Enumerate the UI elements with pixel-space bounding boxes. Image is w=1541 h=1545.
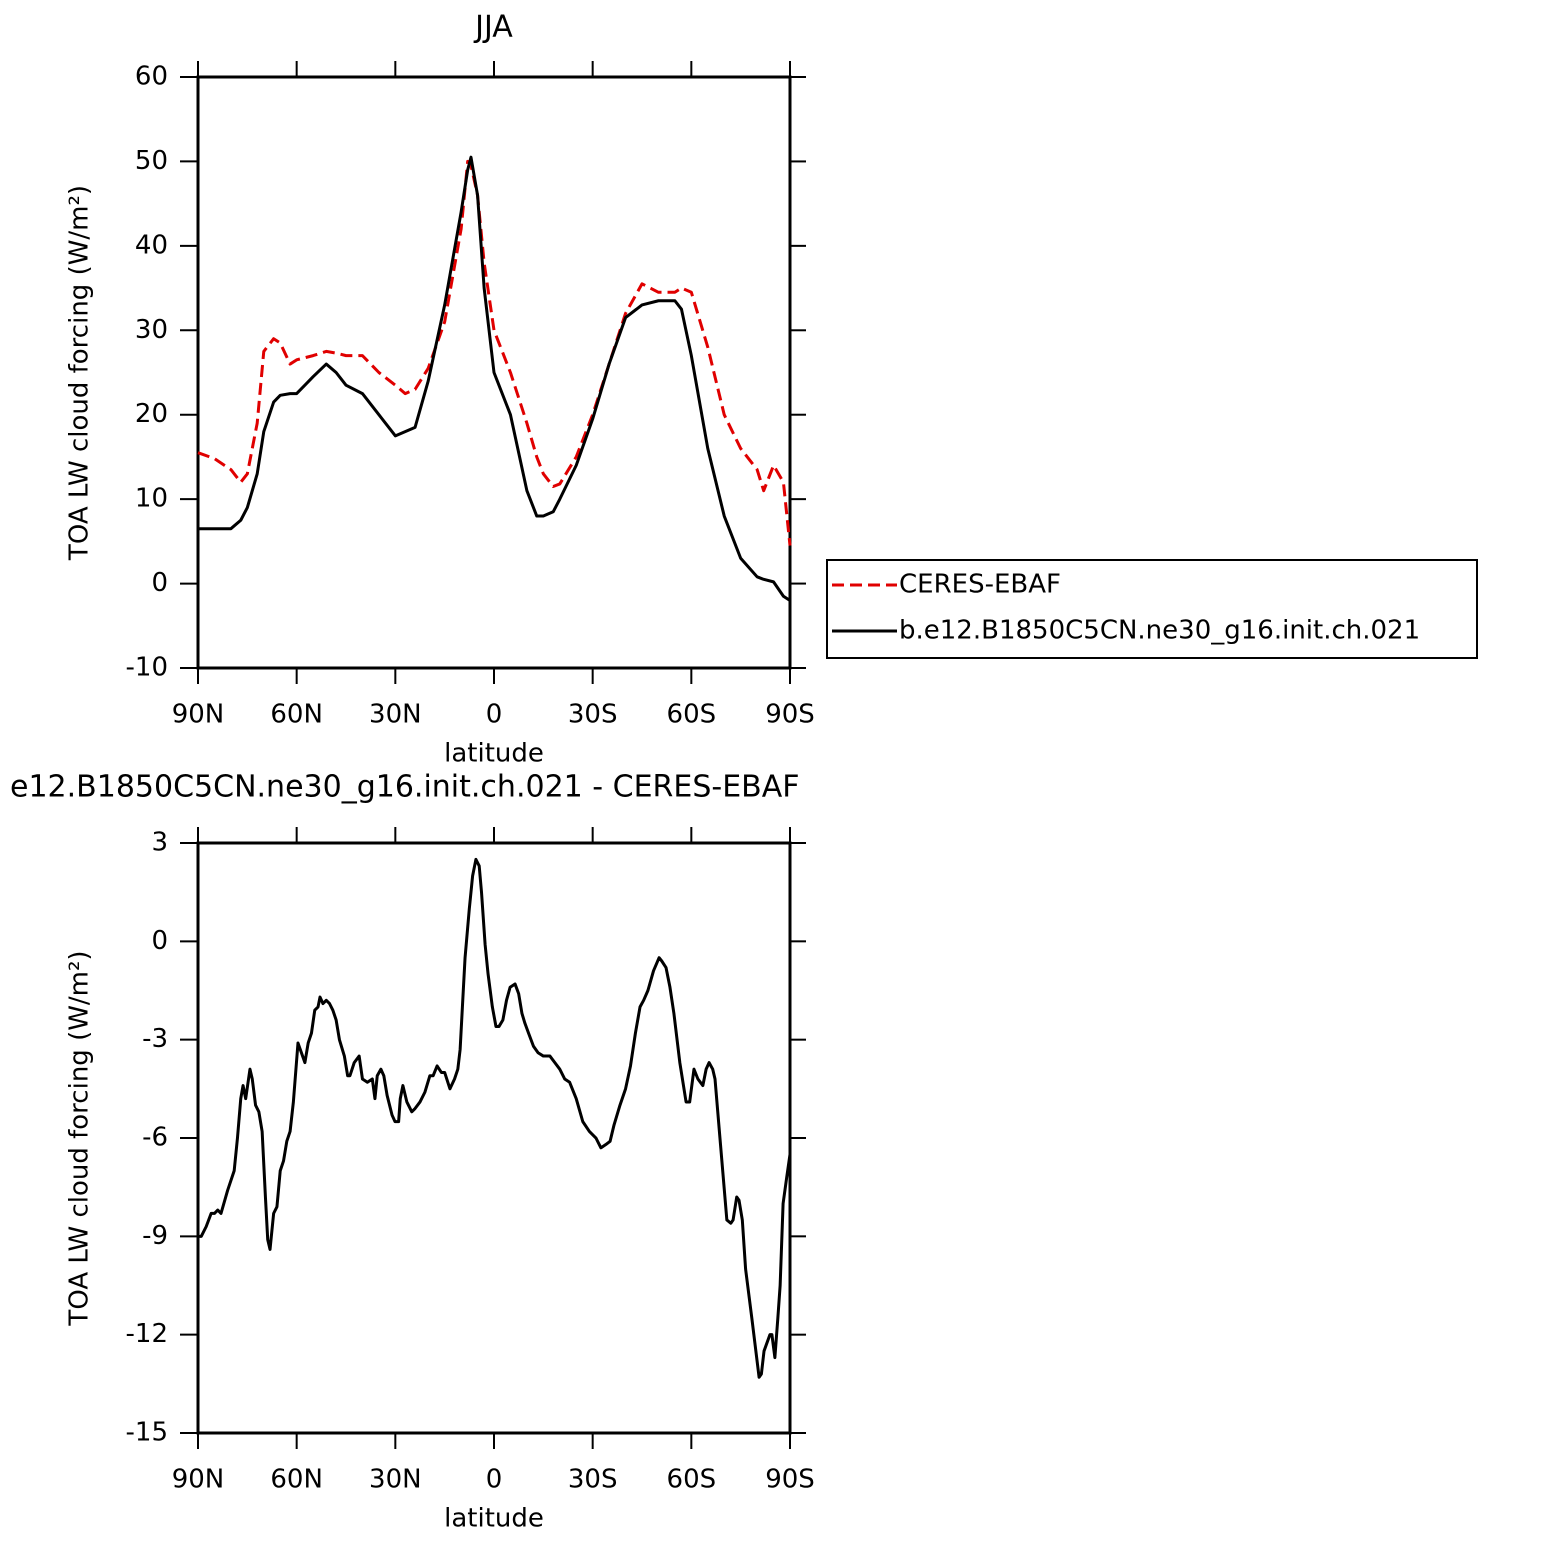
x-tick-label: 60S	[667, 1465, 717, 1495]
x-tick-label: 30S	[568, 1465, 618, 1495]
x-tick-label: 90S	[765, 1465, 815, 1495]
y-tick-label: 40	[135, 230, 168, 260]
y-tick-label: -15	[126, 1418, 168, 1448]
data-line	[198, 155, 791, 602]
chart-title: e12.B1850C5CN.ne30_g16.init.ch.021 - CER…	[10, 770, 800, 805]
chart-title: JJA	[473, 10, 513, 45]
x-tick-label: 90N	[172, 700, 225, 730]
x-tick-label: 60S	[667, 700, 717, 730]
y-tick-label: -3	[142, 1024, 168, 1054]
data-line	[198, 857, 792, 1379]
legend-label: b.e12.B1850C5CN.ne30_g16.init.ch.021	[899, 616, 1420, 646]
y-tick-label: 10	[135, 484, 168, 514]
x-tick-label: 30N	[369, 700, 422, 730]
y-tick-label: 0	[151, 568, 168, 598]
x-tick-label: 30N	[369, 1465, 422, 1495]
y-tick-label: -10	[126, 653, 168, 683]
x-axis-label: latitude	[444, 1504, 544, 1534]
y-tick-label: 30	[135, 315, 168, 345]
x-tick-label: 90S	[765, 700, 815, 730]
x-tick-label: 60N	[270, 700, 323, 730]
y-tick-label: 60	[135, 62, 168, 92]
y-tick-label: 20	[135, 399, 168, 429]
x-tick-label: 90N	[172, 1465, 225, 1495]
y-tick-label: -6	[142, 1123, 168, 1153]
y-tick-label: -12	[126, 1319, 168, 1349]
x-axis-label: latitude	[444, 739, 544, 769]
legend-label: CERES-EBAF	[899, 570, 1061, 600]
legend-box	[826, 559, 1478, 659]
y-tick-label: 3	[151, 828, 168, 858]
data-line	[197, 159, 792, 546]
y-tick-label: -9	[142, 1221, 168, 1251]
y-axis-label: TOA LW cloud forcing (W/m²)	[65, 950, 95, 1326]
x-tick-label: 30S	[568, 700, 618, 730]
y-tick-label: 0	[151, 926, 168, 956]
x-tick-label: 0	[486, 700, 503, 730]
y-tick-label: 50	[135, 146, 168, 176]
x-tick-label: 60N	[270, 1465, 323, 1495]
x-tick-label: 0	[486, 1465, 503, 1495]
y-axis-label: TOA LW cloud forcing (W/m²)	[65, 185, 95, 561]
